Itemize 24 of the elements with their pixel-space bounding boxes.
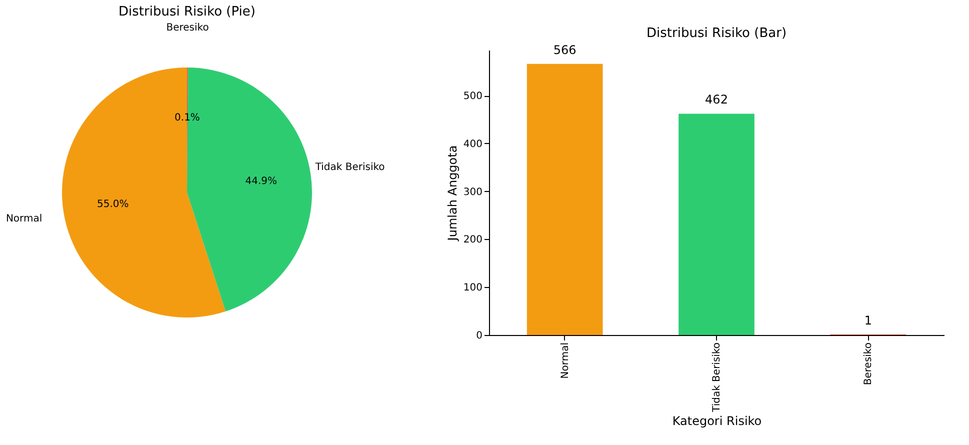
slice-label: Beresiko [166,22,209,34]
data-label: 44.9% [245,176,278,187]
pie-slice [62,68,226,318]
x-tick-label: Beresiko [863,342,874,386]
data-label: 462 [705,92,728,107]
y-tick-label: 500 [463,91,482,102]
slice-label: Normal [6,213,42,224]
y-tick-label: 300 [463,186,482,198]
x-tick-label: Tidak Berisiko [712,342,722,413]
data-label: 566 [553,42,576,57]
y-axis-title: Jumlah Anggota [445,145,460,242]
y-tick-label: 0 [476,330,482,342]
data-label: 1 [864,314,872,328]
y-tick-label: 400 [463,138,482,150]
chart-title: Distribusi Risiko (Pie) [118,4,256,20]
slice-label: Tidak Berisiko [314,162,385,174]
data-label: 55.0% [97,199,129,210]
chart-title: Distribusi Risiko (Bar) [646,26,787,41]
y-tick-label: 100 [463,282,482,294]
x-axis-title: Kategori Risiko [672,414,762,428]
y-tick-label: 200 [463,234,482,246]
x-tick-label: Normal [560,342,571,379]
bar [526,64,603,335]
bar [678,114,754,335]
